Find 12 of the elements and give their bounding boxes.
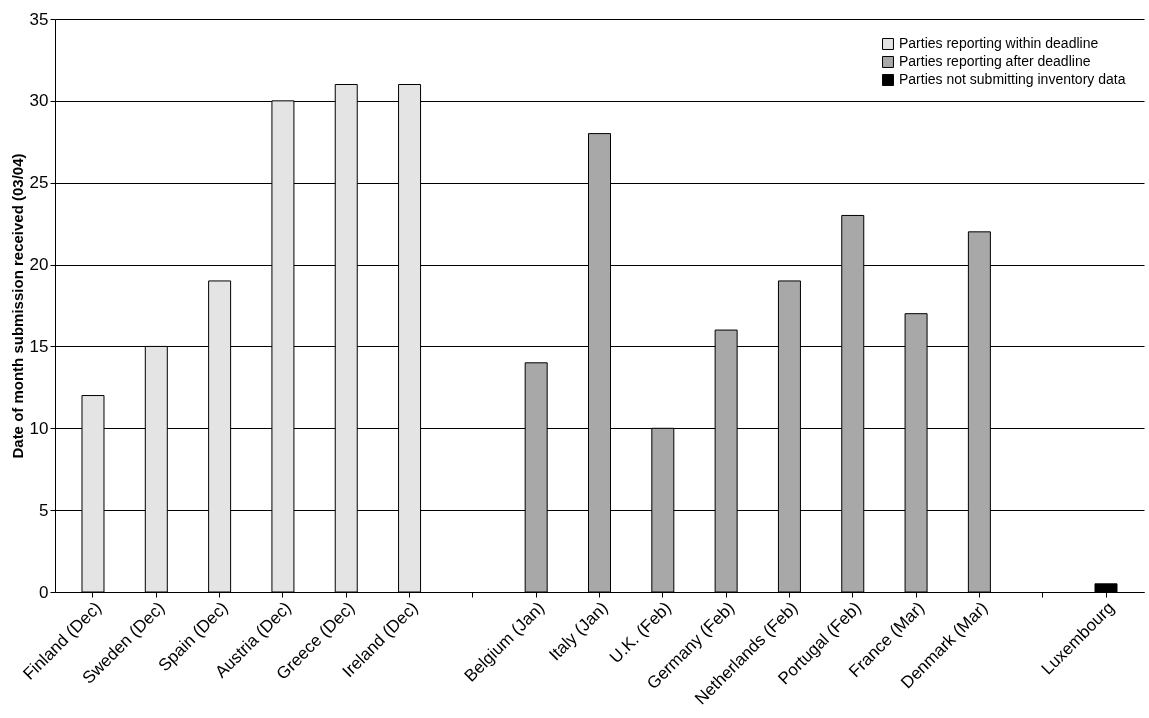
- legend-label: Parties not submitting inventory data: [899, 71, 1126, 87]
- legend-label: Parties reporting after deadline: [899, 53, 1091, 69]
- legend-label: Parties reporting within deadline: [899, 35, 1099, 51]
- y-tick-label: 35: [29, 9, 49, 29]
- y-tick-label: 5: [39, 500, 49, 520]
- y-tick-label: 10: [29, 418, 49, 438]
- y-axis-title: Date of month submission received (03/04): [8, 153, 26, 459]
- y-tick-label: 25: [29, 173, 49, 193]
- y-tick-label: 0: [39, 582, 49, 602]
- y-tick-label: 20: [29, 255, 49, 275]
- y-tick-label: 15: [29, 336, 49, 356]
- y-tick-label: 30: [29, 91, 49, 111]
